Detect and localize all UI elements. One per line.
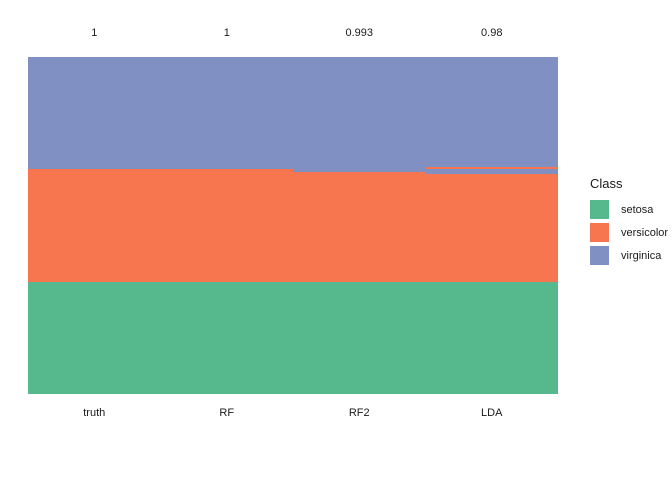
legend-swatch-versicolor <box>590 223 609 242</box>
segment-setosa <box>425 281 558 394</box>
legend: Class setosa versicolor virginica <box>590 176 668 269</box>
accuracy-labels-row: 1 1 0.993 0.98 <box>28 26 558 40</box>
accuracy-label-RF2: 0.993 <box>345 27 374 39</box>
column-truth <box>28 57 161 394</box>
segment-virginica <box>293 57 426 172</box>
segment-setosa <box>293 281 426 394</box>
segment-virginica <box>160 57 293 170</box>
x-tick-label-truth: truth <box>83 407 106 419</box>
segment-setosa <box>160 281 293 394</box>
segment-virginica <box>425 57 558 168</box>
segment-virginica <box>28 57 161 170</box>
segment-versicolor <box>160 169 293 282</box>
legend-swatch-virginica <box>590 246 609 265</box>
legend-item-versicolor: versicolor <box>590 223 668 242</box>
column-RF <box>160 57 293 394</box>
legend-label-virginica: virginica <box>621 249 662 262</box>
legend-items: setosa versicolor virginica <box>590 200 668 265</box>
x-tick-label-LDA: LDA <box>481 407 503 419</box>
segment-versicolor <box>28 169 161 282</box>
legend-title: Class <box>590 176 623 191</box>
column-LDA <box>425 57 558 394</box>
accuracy-label-LDA: 0.98 <box>481 27 503 39</box>
segment-versicolor <box>425 167 558 170</box>
plot-area <box>28 57 558 394</box>
legend-label-setosa: setosa <box>621 203 654 216</box>
legend-label-versicolor: versicolor <box>621 226 669 239</box>
accuracy-label-RF: 1 <box>223 27 230 39</box>
x-tick-label-RF2: RF2 <box>348 407 370 419</box>
segment-versicolor <box>293 171 426 282</box>
legend-item-virginica: virginica <box>590 246 668 265</box>
segment-versicolor <box>425 173 558 282</box>
segment-setosa <box>28 281 161 394</box>
x-tick-label-RF: RF <box>219 407 235 419</box>
legend-swatch-setosa <box>590 200 609 219</box>
column-RF2 <box>293 57 426 394</box>
legend-item-setosa: setosa <box>590 200 668 219</box>
accuracy-label-truth: 1 <box>91 27 98 39</box>
x-axis-labels-row: truth RF RF2 LDA <box>28 406 558 420</box>
segment-virginica <box>425 169 558 174</box>
